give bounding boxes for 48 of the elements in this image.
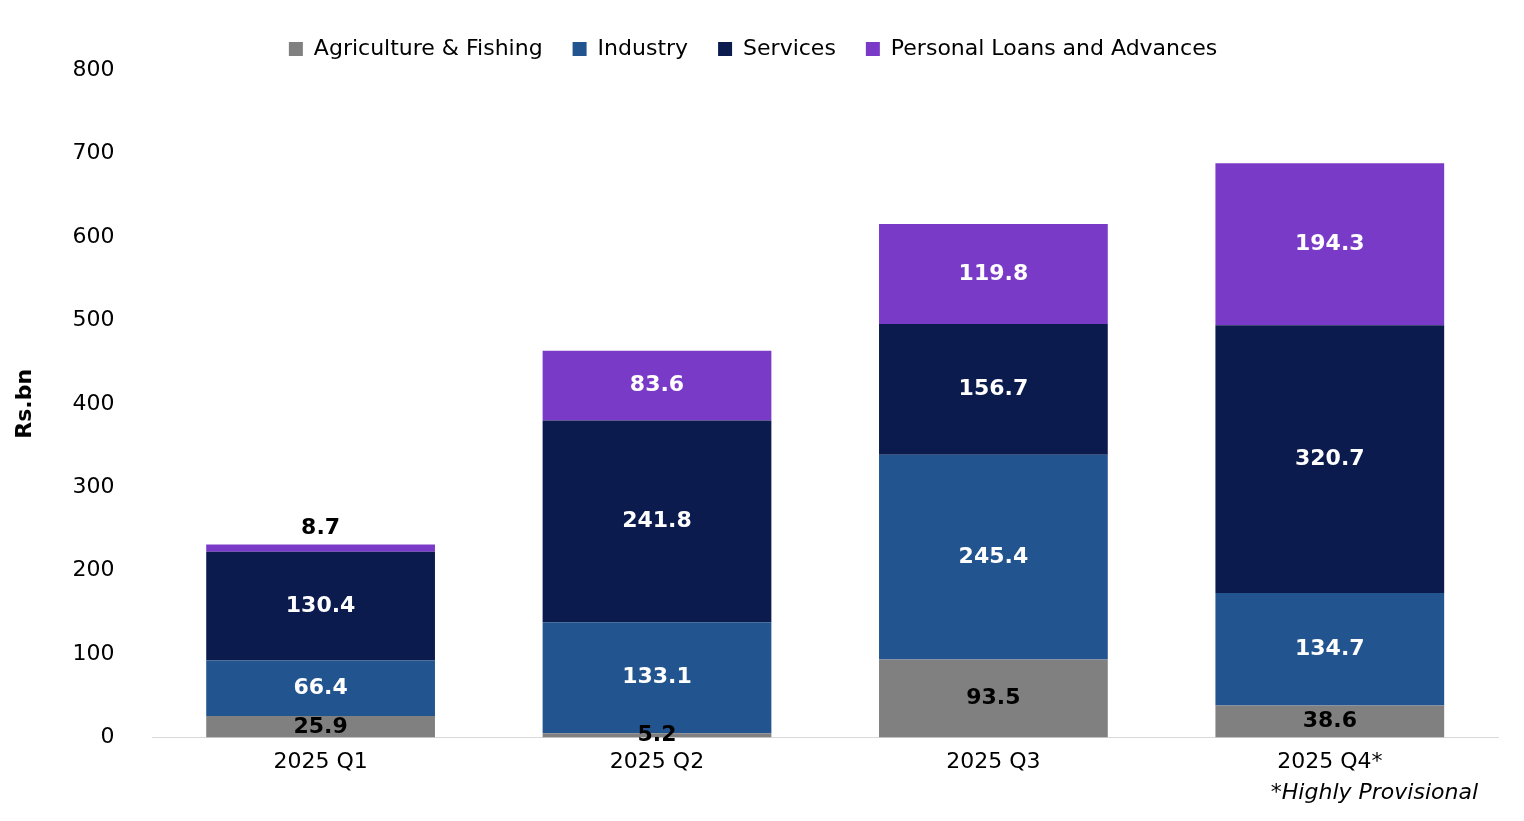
bar [879,324,1108,455]
bar [879,454,1108,660]
y-tick-label: 400 [72,389,115,415]
y-tick-label: 200 [72,556,115,582]
data-label: 5.2 [637,721,677,747]
legend-label: Personal Loans and Advances [890,34,1218,60]
bar [1215,325,1445,593]
x-tick-label: 2025 Q4* [1277,747,1383,773]
data-label: 83.6 [629,371,685,397]
y-tick-label: 0 [100,723,115,749]
legend-label: Industry [597,34,689,60]
y-tick-label: 100 [72,639,115,665]
y-tick-label: 500 [72,306,115,332]
data-label: 38.6 [1302,707,1357,733]
y-tick-label: 600 [72,222,115,248]
legend-label: Services [743,34,836,60]
data-label: 25.9 [293,712,348,738]
data-label: 194.3 [1295,230,1365,255]
bar [1215,163,1445,326]
x-tick-label: 2025 Q2 [609,747,705,773]
bar [542,420,772,623]
bar [1215,705,1445,738]
y-tick-label: 700 [72,139,115,165]
y-tick-label: 300 [72,472,115,498]
data-label: 8.7 [301,514,341,540]
bar [206,660,435,716]
data-label: 134.7 [1295,634,1365,660]
data-label: 156.7 [958,375,1029,401]
bar [542,350,772,421]
x-tick-label: 2025 Q1 [273,747,368,773]
text: *Highly Provisional [1270,778,1478,804]
data-label: 245.4 [958,542,1029,568]
bar [1215,592,1445,706]
data-label: 130.4 [285,591,356,617]
data-label: 133.1 [622,663,692,689]
data-label: 320.7 [1295,444,1365,470]
y-axis-title: Rs.bn [10,368,36,439]
bar [879,224,1108,325]
bar [206,544,435,552]
data-label: 66.4 [293,674,348,699]
y-tick-label: 800 [72,55,115,81]
bar [206,551,435,661]
data-label: 241.8 [622,507,692,533]
x-tick-label: 2025 Q3 [946,747,1041,773]
legend-label: Agriculture & Fishing [313,34,543,60]
bar [879,659,1108,738]
data-label: 119.8 [958,259,1029,285]
data-label: 93.5 [966,684,1021,710]
